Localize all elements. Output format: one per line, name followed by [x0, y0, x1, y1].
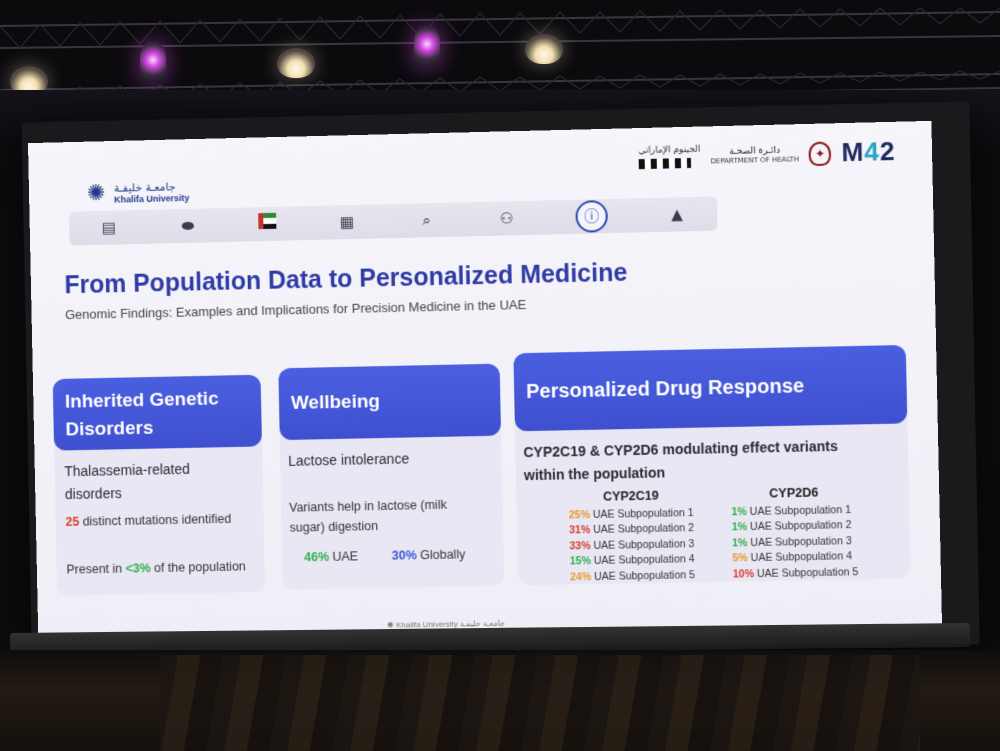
- subpopulation-label: UAE Subpopulation 1: [747, 503, 851, 517]
- abu-dhabi-seal-icon: ✦: [809, 141, 832, 166]
- wellbeing-card: Wellbeing Lactose intolerance Variants h…: [278, 364, 504, 590]
- card-heading: Wellbeing: [278, 364, 501, 440]
- card-heading-line: Inherited Genetic: [65, 385, 250, 417]
- subpopulation-percentage: 1%: [732, 521, 748, 533]
- slide-subtitle: Genomic Findings: Examples and Implicati…: [65, 297, 526, 322]
- m42-logo: M42: [841, 136, 896, 168]
- subpopulation-row: 5% UAE Subpopulation 4: [732, 549, 858, 567]
- subpopulation-label: UAE Subpopulation 4: [591, 553, 695, 567]
- doh-name-english: DEPARTMENT OF HEALTH: [710, 155, 799, 165]
- cyp2c19-header: CYP2C19: [568, 488, 693, 506]
- subpopulation-percentage: 31%: [569, 524, 590, 536]
- speaker-icon[interactable]: ▲: [666, 203, 689, 226]
- prevalence-prefix: Present in: [66, 562, 125, 577]
- subpopulation-row: 24% UAE Subpopulation 5: [570, 568, 695, 586]
- subpopulation-percentage: 5%: [732, 552, 748, 564]
- prevalence-value: <3%: [125, 561, 150, 575]
- emirati-genome-text: الجينوم الإماراتي: [638, 145, 700, 157]
- info-icon[interactable]: ⓘ: [575, 200, 608, 233]
- pills-icon[interactable]: ⬬: [177, 215, 199, 237]
- condition-name: Lactose intolerance: [288, 447, 409, 472]
- subpopulation-percentage: 1%: [731, 505, 747, 517]
- card-heading-line: Disorders: [65, 413, 250, 445]
- subpopulation-row: 10% UAE Subpopulation 5: [733, 565, 859, 583]
- emirati-genome-logo: الجينوم الإماراتي: [638, 145, 700, 170]
- subpopulation-label: UAE Subpopulation 5: [591, 569, 695, 583]
- subpopulation-percentage: 15%: [570, 555, 591, 567]
- cyp2d6-column: CYP2D6 1% UAE Subpopulation 1 1% UAE Subp…: [731, 485, 858, 583]
- slide-title: From Population Data to Personalized Med…: [64, 259, 627, 301]
- uae-percentage: 46%: [304, 550, 329, 564]
- partner-logos: الجينوم الإماراتي دائـرة الصحـة DEPARTME…: [638, 136, 896, 173]
- subpopulation-row: 31% UAE Subpopulation 2: [569, 521, 694, 539]
- inherited-disorders-card: Inherited Genetic Disorders Thalassemia-…: [53, 375, 265, 596]
- card-heading: Personalized Drug Response: [513, 345, 907, 431]
- cyp-description: CYP2C19 & CYP2D6 modulating effect varia…: [523, 435, 838, 487]
- department-of-health-logo: دائـرة الصحـة DEPARTMENT OF HEALTH: [710, 145, 799, 165]
- stage-light: [277, 48, 315, 78]
- uae-label: UAE: [329, 549, 358, 564]
- subpopulation-row: 1% UAE Subpopulation 2: [732, 518, 858, 536]
- chart-icon[interactable]: ▦: [336, 211, 358, 233]
- subpopulation-percentage: 25%: [569, 508, 590, 520]
- cyp2c19-column: CYP2C19 25% UAE Subpopulation 1 31% UAE S…: [568, 488, 695, 586]
- condition-line: disorders: [65, 481, 191, 506]
- university-emblem-icon: ✺: [84, 181, 108, 205]
- uae-frequency: 46% UAE: [304, 546, 358, 567]
- subpopulation-label: UAE Subpopulation 1: [590, 506, 694, 520]
- subpopulation-label: UAE Subpopulation 4: [748, 550, 852, 564]
- mutations-text: distinct mutations identified: [79, 512, 231, 529]
- variants-line: Variants help in lactose (milk: [289, 495, 447, 518]
- khalifa-university-logo: ✺ جامعـة خليفـة Khalifa University: [84, 179, 189, 205]
- document-icon[interactable]: ▤: [98, 216, 120, 238]
- subpopulation-label: UAE Subpopulation 5: [754, 566, 858, 580]
- prevalence-suffix: of the population: [151, 559, 246, 575]
- drug-response-card: Personalized Drug Response CYP2C19 & CYP…: [513, 345, 910, 585]
- global-percentage: 30%: [392, 548, 417, 562]
- people-icon[interactable]: ⚇: [495, 207, 517, 230]
- subpopulation-percentage: 10%: [733, 568, 754, 580]
- genome-pattern-icon: [638, 158, 690, 169]
- university-name-english: Khalifa University: [114, 192, 189, 204]
- stage-light: [525, 34, 563, 64]
- stage-light-purple: [414, 26, 440, 66]
- subpopulation-label: UAE Subpopulation 3: [747, 535, 851, 549]
- stage-front-panel: [160, 655, 920, 751]
- condition-name: Thalassemia-related disorders: [64, 458, 190, 506]
- cyp2d6-header: CYP2D6: [731, 485, 857, 503]
- subpopulation-percentage: 24%: [570, 571, 591, 583]
- global-frequency: 30% Globally: [392, 544, 466, 565]
- variants-description: Variants help in lactose (milk sugar) di…: [289, 495, 447, 538]
- card-heading: Inherited Genetic Disorders: [53, 375, 262, 451]
- condition-line: Thalassemia-related: [64, 458, 190, 483]
- uae-flag-icon[interactable]: [256, 213, 278, 235]
- section-icon-bar: ▤ ⬬ ▦ ⌕ ⚇ ⓘ ▲: [69, 196, 718, 245]
- prevalence-stat: Present in <3% of the population: [66, 556, 246, 579]
- subpopulation-row: 15% UAE Subpopulation 4: [570, 552, 695, 570]
- subpopulation-percentage: 33%: [569, 540, 590, 552]
- subpopulation-label: UAE Subpopulation 2: [747, 519, 851, 533]
- variants-line: sugar) digestion: [289, 515, 447, 538]
- description-line: within the population: [524, 458, 839, 487]
- presentation-slide: ✺ جامعـة خليفـة Khalifa University الجين…: [28, 121, 942, 644]
- mutations-count: 25: [65, 515, 79, 529]
- mutations-stat: 25 distinct mutations identified: [65, 509, 231, 532]
- global-label: Globally: [417, 547, 466, 562]
- stage-light-purple: [140, 42, 166, 82]
- subpopulation-label: UAE Subpopulation 3: [590, 538, 694, 552]
- dna-search-icon[interactable]: ⌕: [415, 209, 437, 231]
- subpopulation-percentage: 1%: [732, 537, 748, 549]
- subpopulation-label: UAE Subpopulation 2: [590, 522, 694, 536]
